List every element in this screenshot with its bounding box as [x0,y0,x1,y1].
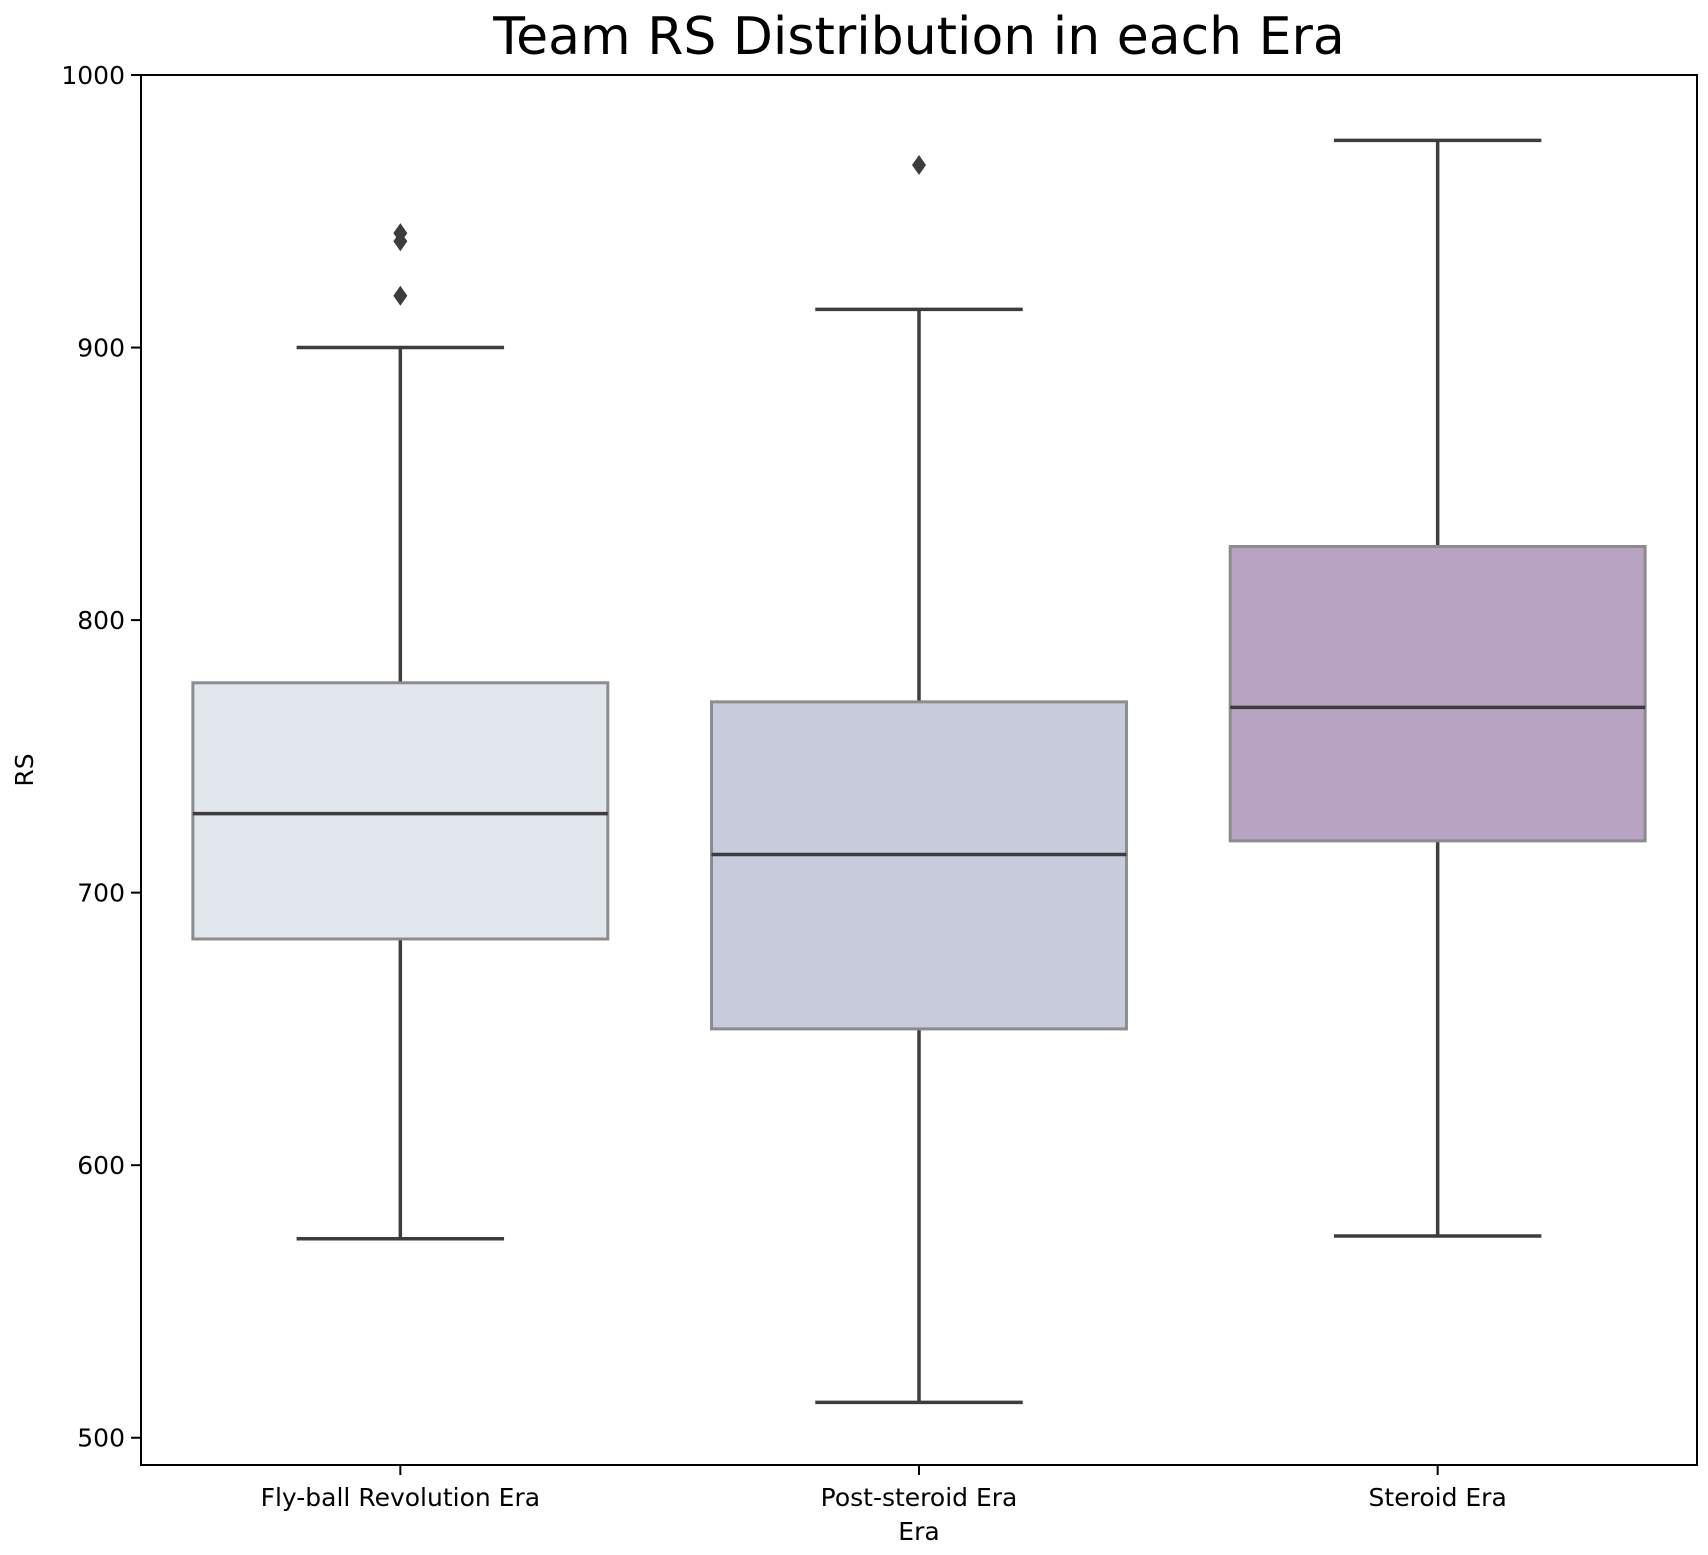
y-tick-label: 1000 [61,61,125,90]
iqr-box [191,681,610,941]
outlier-point [393,223,408,244]
y-axis-label: RS [10,753,39,786]
iqr-box [710,700,1128,1031]
x-tick-label: Steroid Era [1369,1483,1507,1512]
outlier-point [912,154,926,175]
y-axis: 500 600 700 800 900 1000 [61,61,141,1453]
box-group [710,154,1128,1405]
y-tick-label: 700 [77,879,125,908]
x-axis: Fly-ball Revolution Era Post-steroid Era S… [261,1465,1507,1512]
box-group [1228,138,1647,1238]
x-axis-label: Era [898,1517,939,1546]
y-tick-label: 600 [77,1151,125,1180]
box-group [191,223,610,1241]
iqr-box [1228,545,1647,843]
plot-body [191,138,1647,1405]
outlier-point [393,285,408,306]
x-tick-label: Post-steroid Era [821,1483,1018,1512]
y-tick-label: 800 [77,606,125,635]
x-tick-label: Fly-ball Revolution Era [261,1483,540,1512]
chart-title: Team RS Distribution in each Era [492,7,1345,67]
y-tick-label: 900 [77,334,125,363]
y-tick-label: 500 [77,1424,125,1453]
